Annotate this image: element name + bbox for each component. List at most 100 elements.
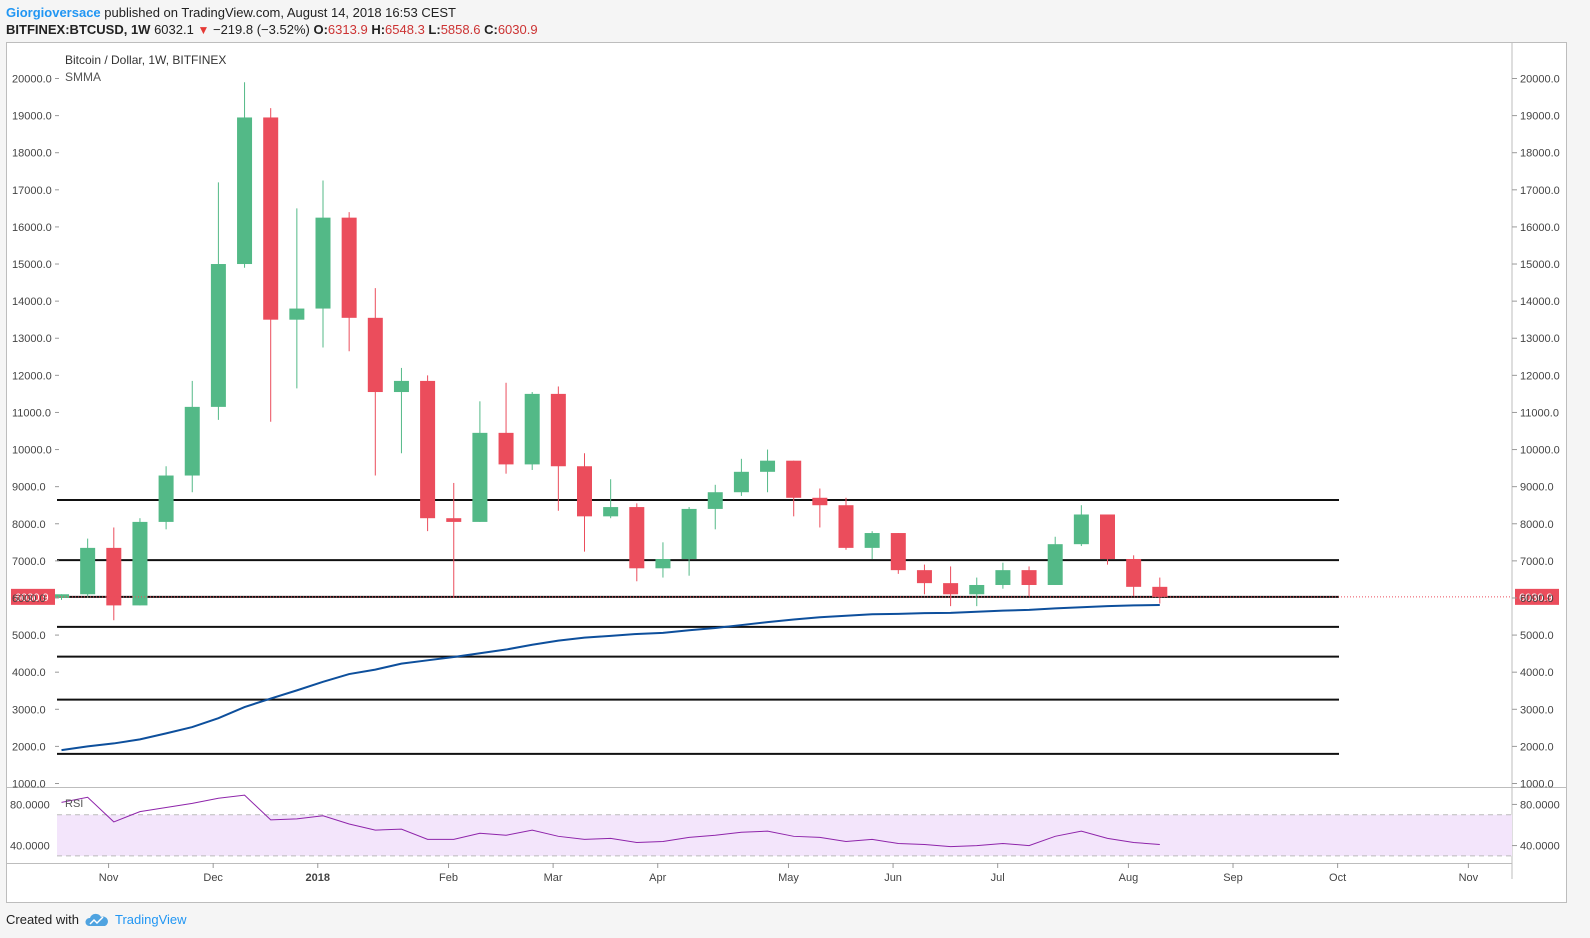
low-label: L: [428, 22, 441, 37]
candle [446, 482, 462, 598]
left-price-tag [11, 588, 55, 605]
candle-body-up [132, 521, 148, 606]
change-value: −219.8 (−3.52%) [212, 22, 310, 37]
right-price-tick-label: 16000.0 [1520, 222, 1560, 234]
time-tick-label: Jul [991, 872, 1005, 884]
right-price-tick-label: 7000.0 [1520, 556, 1554, 568]
left-price-tick-label: 10000.0 [12, 445, 52, 457]
candle [838, 497, 854, 550]
author-link[interactable]: Giorgioversace [6, 5, 101, 20]
left-price-tick-label: 5000.0 [12, 630, 46, 642]
right-price-tick-label: 10000.0 [1520, 445, 1560, 457]
time-tick-label: Dec [203, 872, 223, 884]
right-price-tick-label: 20000.0 [1520, 74, 1560, 86]
candle-body-down [341, 217, 357, 318]
candle [54, 594, 69, 600]
left-price-tick-label: 20000.0 [12, 74, 52, 86]
time-tick-label: Feb [439, 872, 458, 884]
left-price-tick-label: 2000.0 [12, 741, 46, 753]
candle [106, 527, 122, 621]
open-value: 6313.9 [327, 22, 368, 37]
symbol-label: BITFINEX:BTCUSD, 1W [6, 22, 151, 37]
left-price-tick-label: 13000.0 [12, 333, 52, 345]
candle-body-down [498, 432, 514, 465]
candle-body-down [629, 507, 645, 569]
candle [550, 386, 566, 511]
time-tick-label: May [778, 872, 799, 884]
time-tick-label: Sep [1223, 872, 1243, 884]
chart-frame[interactable]: 6030.9 6030.9 20000.0 20000.0 19000.0 19000.… [6, 42, 1567, 903]
left-price-tick-label: 19000.0 [12, 111, 52, 123]
chart-title: Bitcoin / Dollar, 1W, BITFINEX [65, 53, 226, 67]
right-price-tick-label: 15000.0 [1520, 259, 1560, 271]
candle [341, 212, 357, 352]
candle-body-down [446, 518, 462, 522]
candles [54, 82, 1168, 621]
candle [1100, 514, 1115, 565]
right-price-tick-label: 1000.0 [1520, 779, 1554, 791]
time-axis[interactable]: Nov Dec 2018 Feb Mar Apr May Jun Jul Aug Sep Oct Nov [99, 863, 1479, 884]
candle-body-up [603, 507, 619, 517]
left-price-tick-label: 6000.0 [12, 593, 46, 605]
candle [733, 458, 749, 496]
candle [890, 533, 906, 574]
right-price-tick-label: 12000.0 [1520, 370, 1560, 382]
left-price-tick-label: 7000.0 [12, 556, 46, 568]
candle-body-up [864, 533, 880, 548]
price-chart[interactable]: 6030.9 6030.9 20000.0 20000.0 19000.0 19000.… [7, 43, 1566, 902]
candle-body-up [158, 475, 174, 522]
left-price-tick-label: 3000.0 [12, 704, 46, 716]
candle-body-up [1047, 544, 1063, 585]
support-resistance-lines[interactable] [57, 499, 1339, 755]
published-text: published on TradingView.com, August 14,… [104, 5, 456, 20]
candle [289, 208, 305, 389]
price-axis[interactable]: 20000.0 20000.0 19000.0 19000.0 18000.0 18000… [12, 43, 1560, 879]
candle-body-up [54, 594, 69, 598]
candle [577, 453, 592, 552]
rsi-pane: RSI 80.0000 80.0000 40.0000 40.0000 [10, 794, 1560, 857]
time-tick-label: Nov [1459, 872, 1479, 884]
footer: Created with TradingView [6, 912, 187, 927]
candle-body-up [184, 406, 200, 476]
candle-body-up [969, 584, 985, 595]
candle-body-down [420, 380, 436, 519]
right-rsi-tick-label: 80.0000 [1520, 799, 1560, 811]
left-rsi-tick-label: 40.0000 [10, 841, 50, 853]
candle [367, 288, 383, 476]
right-price-tick-label: 18000.0 [1520, 148, 1560, 160]
time-tick-label: Mar [544, 872, 563, 884]
candle [995, 562, 1011, 589]
left-rsi-tick-label: 80.0000 [10, 799, 50, 811]
right-price-tick-label: 9000.0 [1520, 482, 1554, 494]
candle-body-up [472, 432, 488, 522]
candle-body-down [1021, 570, 1037, 585]
candle-body-up [1073, 514, 1089, 545]
candle [1047, 536, 1063, 585]
left-price-tick-label: 18000.0 [12, 148, 52, 160]
candle-body-up [681, 508, 697, 560]
rsi-label: RSI [65, 798, 83, 810]
close-value: 6030.9 [497, 22, 538, 37]
candle [629, 503, 645, 582]
publish-info: Giorgioversace published on TradingView.… [6, 4, 456, 21]
smma-path [61, 604, 1160, 752]
rsi-path [61, 794, 1160, 848]
time-tick-label: Oct [1329, 872, 1346, 884]
low-value: 5858.6 [440, 22, 481, 37]
candle [1126, 555, 1142, 597]
open-label: O: [313, 22, 328, 37]
time-tick-label: Aug [1119, 872, 1139, 884]
candle [210, 182, 226, 420]
candle-body-down [550, 393, 566, 467]
high-label: H: [371, 22, 386, 37]
candle [420, 375, 436, 532]
candle-body-down [577, 466, 592, 517]
candle [498, 382, 514, 474]
candle [184, 380, 200, 493]
candle-body-up [733, 471, 749, 493]
left-price-tick-label: 16000.0 [12, 222, 52, 234]
last-price: 6032.1 [154, 22, 194, 37]
left-price-tick-label: 4000.0 [12, 667, 46, 679]
right-price-tick-label: 8000.0 [1520, 519, 1554, 531]
tradingview-link[interactable]: TradingView [114, 912, 187, 927]
